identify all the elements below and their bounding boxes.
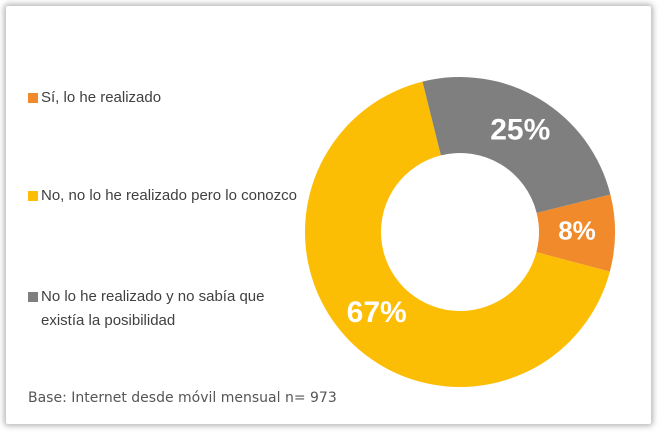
legend-item: Sí, lo he realizado: [28, 86, 298, 110]
donut-segment: [304, 81, 610, 388]
legend-swatch: [28, 292, 38, 302]
data-label: 67%: [347, 296, 407, 329]
donut-segment: [422, 77, 611, 213]
legend-swatch: [28, 191, 38, 201]
donut-segment: [536, 194, 615, 272]
footnote: Base: Internet desde móvil mensual n= 97…: [28, 390, 337, 406]
legend-label: No lo he realizado y no sabía que existí…: [41, 288, 265, 329]
data-label: 25%: [490, 114, 550, 147]
data-label: 8%: [558, 216, 596, 246]
legend-item: No lo he realizado y no sabía que existí…: [28, 285, 298, 333]
legend-label: Sí, lo he realizado: [41, 89, 162, 106]
legend-swatch: [28, 93, 38, 103]
legend-item: No, no lo he realizado pero lo conozco: [28, 184, 298, 208]
legend-label: No, no lo he realizado pero lo conozco: [41, 187, 297, 204]
